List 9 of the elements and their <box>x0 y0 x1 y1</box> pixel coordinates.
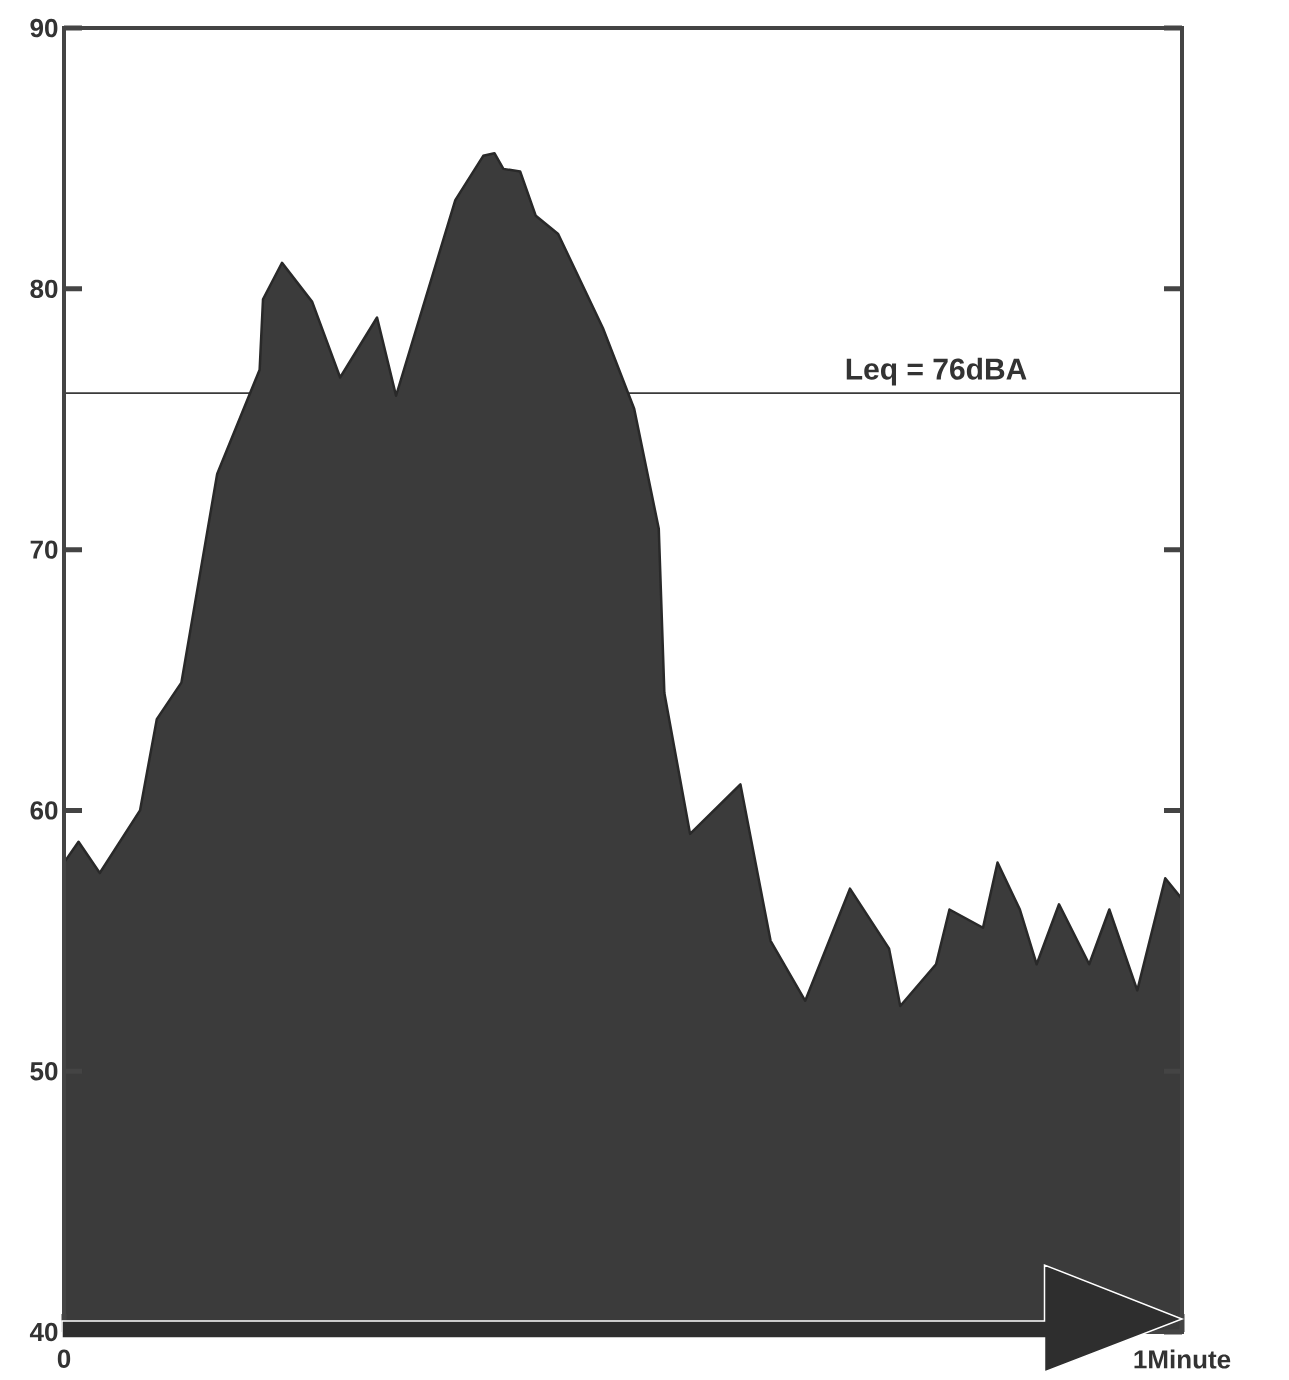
x-tick-label: 0 <box>57 1349 71 1368</box>
x-tick-label: 1Minute <box>1134 1349 1231 1369</box>
y-tick-label: 60 <box>30 801 58 820</box>
y-tick-label: 70 <box>30 540 58 559</box>
y-tick-label: 50 <box>30 1061 58 1081</box>
y-tick-label: 90 <box>30 18 58 38</box>
ref-line-label: Leq = 76dBA <box>846 357 1027 386</box>
y-tick-label: 40 <box>29 1322 58 1342</box>
y-tick-label: 80 <box>30 279 58 299</box>
